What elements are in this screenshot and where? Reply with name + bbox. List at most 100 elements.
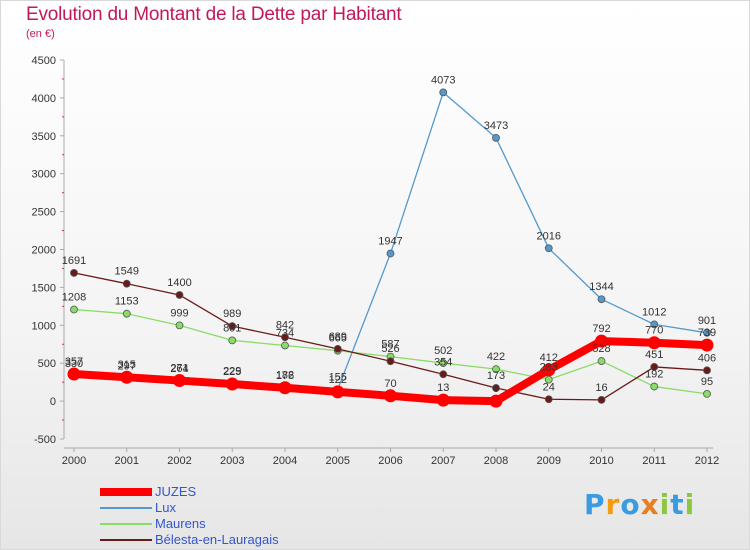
y-tick-label: 3500 (32, 131, 56, 143)
legend-label: Maurens (155, 516, 206, 531)
point-lux (544, 244, 553, 253)
y-tick-label: 1500 (32, 282, 56, 294)
data-label-juzes: 770 (645, 325, 663, 337)
logo-letter: t (670, 488, 685, 521)
point-juzes (436, 393, 450, 407)
data-label-juzes: 315 (118, 359, 136, 371)
y-tick-label: 3000 (32, 169, 56, 181)
point-belesta-en-lauragais (175, 291, 184, 299)
x-tick-label: 2002 (167, 455, 191, 467)
y-tick-label: 500 (38, 358, 56, 370)
data-label-belesta-en-lauragais: 989 (223, 308, 241, 320)
data-label-maurens: 528 (592, 343, 610, 355)
data-label-maurens: 801 (223, 322, 241, 334)
point-juzes (120, 370, 134, 384)
point-belesta-en-lauragais (228, 322, 237, 331)
point-lux (439, 88, 448, 97)
point-juzes (489, 394, 503, 408)
y-tick-label: 2500 (32, 207, 56, 219)
point-juzes (225, 377, 239, 391)
x-tick-label: 2008 (484, 455, 508, 467)
y-tick-label: 4500 (32, 55, 56, 67)
y-tick-label: -500 (34, 434, 56, 446)
proxiti-logo: Proxiti (584, 488, 695, 521)
x-tick-label: 2009 (537, 455, 561, 467)
point-belesta-en-lauragais (122, 279, 131, 288)
point-maurens (281, 341, 289, 350)
point-juzes (384, 389, 397, 403)
point-juzes (173, 374, 186, 388)
data-label-maurens: 502 (434, 345, 452, 357)
data-label-juzes: 271 (170, 363, 188, 375)
chart-title: Evolution du Montant de la Dette par Hab… (26, 4, 402, 25)
data-label-lux: 901 (698, 315, 716, 327)
logo-letter: o (620, 488, 641, 521)
legend-swatch (100, 523, 152, 525)
y-tick-label: 1000 (32, 320, 56, 332)
point-juzes (595, 334, 608, 348)
point-belesta-en-lauragais (386, 357, 395, 366)
point-maurens (650, 382, 659, 391)
data-label-juzes: 176 (276, 370, 294, 382)
data-label-maurens: 999 (170, 307, 188, 319)
point-belesta-en-lauragais (333, 344, 342, 353)
logo-letter: i (659, 488, 671, 521)
data-label-maurens: 587 (381, 339, 399, 351)
x-tick-label: 2004 (273, 455, 297, 467)
x-tick-label: 2003 (220, 455, 244, 467)
data-label-maurens: 95 (701, 376, 713, 388)
data-label-lux: 155 (329, 371, 347, 383)
data-label-juzes: 0 (493, 383, 499, 395)
data-label-lux: 4073 (431, 74, 455, 86)
point-juzes (647, 336, 661, 350)
data-label-lux: 182 (276, 369, 294, 381)
legend-swatch (100, 539, 152, 541)
data-label-juzes: 739 (698, 327, 716, 339)
data-label-belesta-en-lauragais: 526 (381, 343, 399, 355)
chart-unit: (en €) (26, 28, 55, 40)
legend-label: Lux (155, 500, 176, 515)
point-maurens (228, 336, 237, 345)
x-tick-label: 2011 (642, 455, 666, 467)
data-label-maurens: 665 (329, 333, 347, 345)
data-label-belesta-en-lauragais: 173 (487, 370, 505, 382)
data-label-belesta-en-lauragais: 24 (543, 381, 555, 393)
point-juzes (278, 381, 292, 395)
x-tick-label: 2007 (431, 455, 455, 467)
data-label-maurens: 734 (276, 327, 294, 339)
logo-letter: P (584, 488, 606, 521)
point-belesta-en-lauragais (544, 395, 553, 404)
data-label-lux: 3473 (484, 120, 508, 132)
data-label-lux: 2016 (537, 230, 561, 242)
data-label-juzes: 357 (65, 356, 83, 368)
point-belesta-en-lauragais (70, 269, 78, 277)
point-lux (386, 249, 395, 258)
data-label-juzes: 225 (223, 366, 241, 378)
data-label-maurens: 283 (540, 362, 558, 374)
point-maurens (492, 365, 500, 374)
data-label-lux: 1344 (589, 281, 613, 293)
legend-label: JUZES (155, 484, 197, 499)
logo-letter: i (684, 488, 696, 521)
point-lux (597, 295, 606, 304)
data-label-belesta-en-lauragais: 354 (434, 356, 452, 368)
point-juzes (67, 367, 81, 381)
x-tick-label: 2010 (589, 455, 613, 467)
logo-letter: x (640, 488, 660, 521)
data-label-juzes: 122 (329, 374, 347, 386)
legend-swatch (100, 507, 152, 509)
point-maurens (439, 359, 448, 367)
data-label-maurens: 422 (487, 351, 505, 363)
x-tick-label: 2000 (62, 455, 86, 467)
point-juzes (700, 338, 714, 352)
point-lux (703, 328, 711, 337)
legend-swatch (100, 488, 152, 496)
data-label-juzes: 70 (384, 378, 396, 390)
data-label-lux: 330 (65, 358, 83, 370)
point-belesta-en-lauragais (597, 395, 606, 404)
y-tick-label: 0 (50, 396, 56, 408)
y-tick-label: 2000 (32, 245, 56, 257)
point-belesta-en-lauragais (439, 370, 448, 379)
